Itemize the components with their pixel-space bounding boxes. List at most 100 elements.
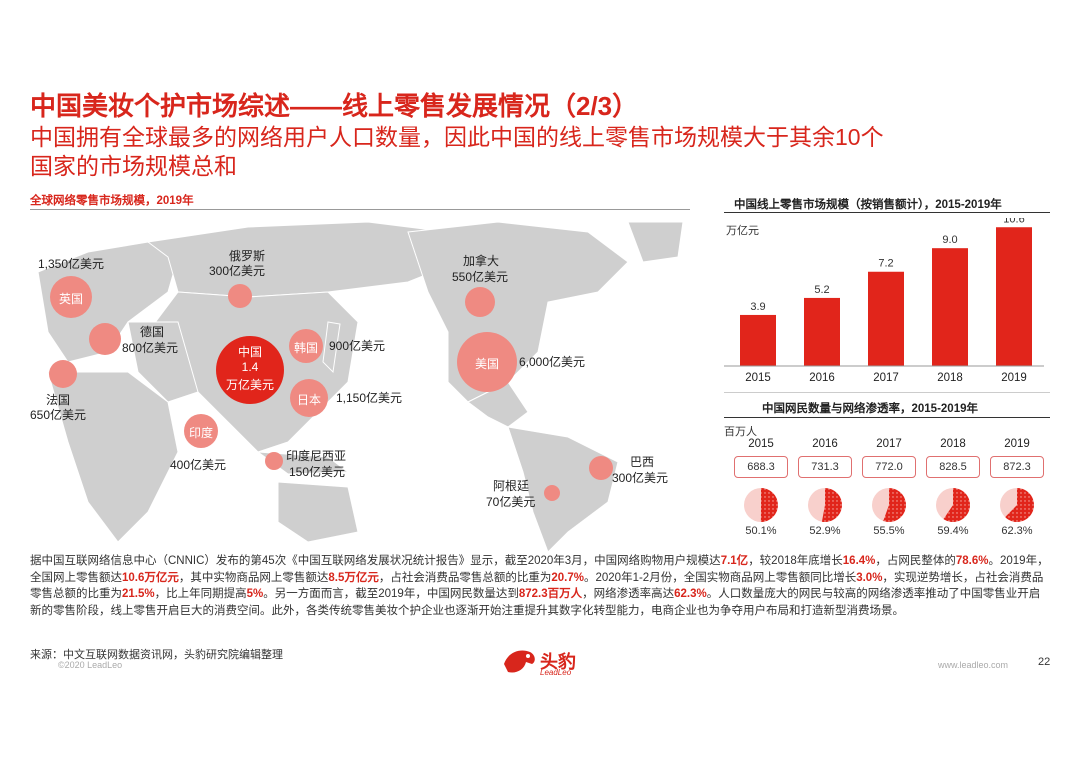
label-france-value: 650亿美元: [30, 408, 87, 422]
users-value-box: 688.3: [734, 456, 788, 478]
page-subtitle-line1: 中国拥有全球最多的网络用户人口数量，因此中国的线上零售市场规模大于其余10个: [30, 124, 884, 150]
bubble-usa: [457, 332, 517, 392]
users-value-box: 772.0: [862, 456, 916, 478]
label-uk-value: 1,350亿美元: [38, 257, 105, 271]
section-divider: [724, 392, 1050, 393]
bar-x-label-2017: 2017: [873, 372, 899, 384]
label-canada-name: 加拿大: [463, 254, 500, 268]
bar-value-label-2018: 9.0: [942, 234, 957, 246]
label-korea-value: 900亿美元: [329, 339, 386, 353]
bar-chart-unit: 万亿元: [726, 225, 759, 237]
bar-2017: [868, 271, 904, 366]
penetration-pie: [743, 487, 779, 523]
penetration-pie: [807, 487, 843, 523]
page-number: 22: [1038, 656, 1051, 668]
bubble-korea: [289, 329, 323, 363]
bubble-india: [184, 414, 218, 448]
users-unit: 百万人: [724, 426, 757, 438]
land-south-america: [507, 426, 619, 552]
penetration-pie: [935, 487, 971, 523]
label-germany-name: 德国: [140, 325, 165, 339]
logo-subtitle: LeadLeo: [540, 668, 572, 677]
bar-chart: 3.9 2015 5.2 2016 7.2 2017 9.0 2018 10.6 2019: [724, 218, 1044, 384]
label-brazil-value: 300亿美元: [612, 471, 669, 485]
land-australia: [277, 481, 359, 543]
source-note: 来源：中文互联网数据资讯网，头豹研究院编辑整理: [30, 649, 283, 661]
bar-title-rule: [724, 212, 1050, 213]
bar-value-label-2016: 5.2: [814, 284, 829, 296]
bar-2015: [740, 314, 776, 366]
label-russia-value: 300亿美元: [209, 264, 266, 278]
label-germany-value: 800亿美元: [122, 341, 179, 355]
world-map: [37, 221, 684, 552]
bubble-label-china: 中国: [237, 345, 262, 359]
bubble-label-usa: 美国: [474, 357, 499, 371]
bubble-japan: [290, 379, 328, 417]
bar-2019: [996, 227, 1032, 366]
bubble-china: [216, 336, 284, 404]
map-title-rule: [30, 209, 690, 210]
label-argentina-name: 阿根廷: [493, 479, 530, 493]
users-year-label: 2015: [748, 438, 774, 450]
bar-x-label-2016: 2016: [809, 372, 835, 384]
land-japan: [322, 321, 341, 374]
users-year-label: 2017: [876, 438, 902, 450]
label-india-value: 400亿美元: [170, 458, 227, 472]
penetration-percent-label: 62.3%: [1001, 525, 1033, 537]
users-value-box: 828.5: [926, 456, 980, 478]
logo-name: 头豹: [540, 652, 576, 672]
leadleo-logo-icon: [504, 650, 535, 673]
users-year-label: 2019: [1004, 438, 1030, 450]
land-north-america: [407, 221, 629, 403]
land-russia: [146, 221, 459, 298]
bubble-label-japan: 日本: [296, 393, 321, 407]
penetration-pie: [871, 487, 907, 523]
bar-chart-title: 中国线上零售市场规模（按销售额计），2015-2019年: [734, 199, 1002, 211]
bar-value-label-2019: 10.6: [1003, 218, 1024, 225]
label-usa-value: 6,000亿美元: [519, 355, 586, 369]
bar-value-label-2017: 7.2: [878, 258, 893, 270]
bubble-label-uk: 英国: [58, 292, 83, 306]
bar-x-label-2019: 2019: [1001, 372, 1027, 384]
copyright: ©2020 LeadLeo: [58, 660, 123, 670]
label-indonesia-value: 150亿美元: [289, 465, 346, 479]
label-japan-value: 1,150亿美元: [336, 391, 403, 405]
bubble-germany: [89, 323, 121, 355]
label-russia-name: 俄罗斯: [228, 249, 265, 263]
bubble-brazil: [589, 456, 613, 480]
bar-2018: [932, 248, 968, 366]
bar-x-label-2018: 2018: [937, 372, 963, 384]
land-europe: [37, 241, 179, 363]
label-brazil-name: 巴西: [630, 455, 655, 469]
bubble-canada: [465, 287, 495, 317]
label-argentina-value: 70亿美元: [486, 495, 536, 509]
map-title: 全球网络零售市场规模，2019年: [30, 195, 194, 207]
page-subtitle-line2: 国家的市场规模总和: [30, 153, 237, 179]
penetration-title: 中国网民数量与网络渗透率，2015-2019年: [762, 403, 978, 415]
penetration-percent-label: 59.4%: [937, 525, 969, 537]
body-paragraph: 据中国互联网络信息中心（CNNIC）发布的第45次《中国互联网络发展状况统计报告…: [30, 555, 1049, 617]
label-canada-value: 550亿美元: [452, 270, 509, 284]
page-title: 中国美妆个护市场综述——线上零售发展情况（2/3）: [30, 91, 639, 121]
bar-value-label-2015: 3.9: [750, 301, 765, 313]
bubble-russia: [228, 284, 252, 308]
users-value-box: 731.3: [798, 456, 852, 478]
users-value-box: 872.3: [990, 456, 1044, 478]
bar-x-label-2015: 2015: [745, 372, 771, 384]
bubble-label-india: 印度: [188, 426, 213, 440]
website: www.leadleo.com: [938, 660, 1009, 670]
land-middle-east: [127, 321, 199, 403]
penetration-title-rule: [724, 417, 1050, 418]
bubble-france: [49, 360, 77, 388]
bar-2016: [804, 297, 840, 366]
penetration-percent-label: 55.5%: [873, 525, 905, 537]
penetration-percent-label: 50.1%: [745, 525, 777, 537]
penetration-pie: [999, 487, 1035, 523]
users-year-label: 2018: [940, 438, 966, 450]
penetration-percent-label: 52.9%: [809, 525, 841, 537]
bubble-uk: [50, 276, 92, 318]
bubble-label-korea: 韩国: [293, 341, 318, 355]
bubble-argentina: [544, 485, 560, 501]
land-greenland: [627, 221, 684, 263]
land-africa: [47, 371, 179, 543]
